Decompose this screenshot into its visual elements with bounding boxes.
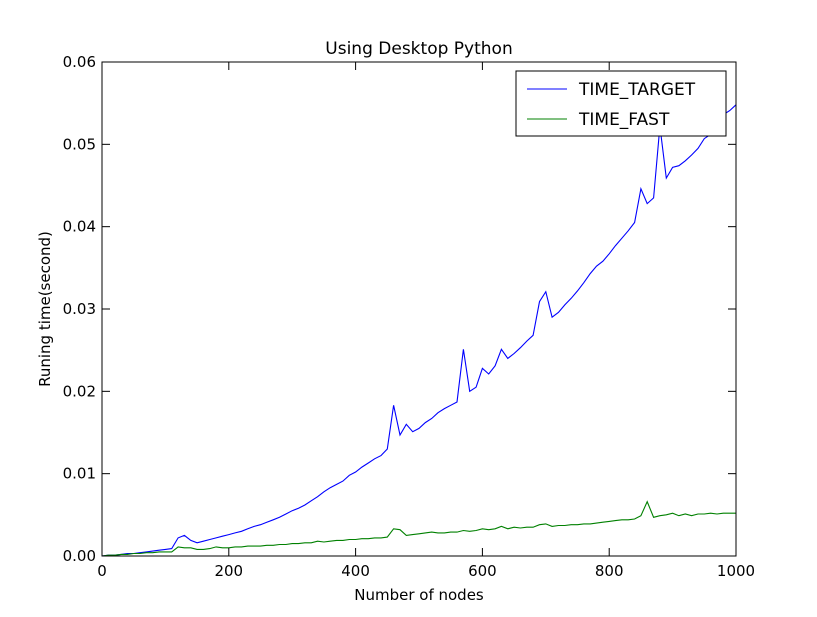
- series-line-time-target: [101, 104, 737, 557]
- x-tick-label: 800: [595, 562, 624, 580]
- x-axis-label: Number of nodes: [354, 586, 484, 604]
- y-axis-label: Runing time(second): [36, 231, 54, 387]
- x-tick-label: 200: [214, 562, 243, 580]
- plot-frame: [101, 61, 737, 557]
- legend-label: TIME_TARGET: [578, 80, 696, 100]
- legend: TIME_TARGET TIME_FAST: [515, 70, 727, 137]
- series-line-time-fast: [101, 500, 736, 557]
- ticks-layer: 0 200 400 600 800 1000 0.00 0.01 0.02 0.03 0.04 0.0…: [63, 53, 756, 580]
- legend-box: [515, 70, 727, 137]
- y-tick-label: 0.05: [63, 135, 96, 153]
- y-tick-label: 0.00: [63, 547, 96, 565]
- x-tick-label: 400: [341, 562, 370, 580]
- y-tick-label: 0.02: [63, 382, 96, 400]
- y-tick-label: 0.06: [63, 53, 96, 71]
- chart-title: Using Desktop Python: [325, 39, 512, 59]
- y-tick-label: 0.03: [63, 300, 96, 318]
- series-layer: [101, 104, 737, 557]
- y-tick-label: 0.01: [63, 465, 96, 483]
- x-tick-label: 600: [468, 562, 497, 580]
- x-tick-label: 0: [97, 562, 107, 580]
- y-tick-label: 0.04: [63, 218, 96, 236]
- legend-label: TIME_FAST: [578, 110, 670, 130]
- x-tick-label: 1000: [717, 562, 755, 580]
